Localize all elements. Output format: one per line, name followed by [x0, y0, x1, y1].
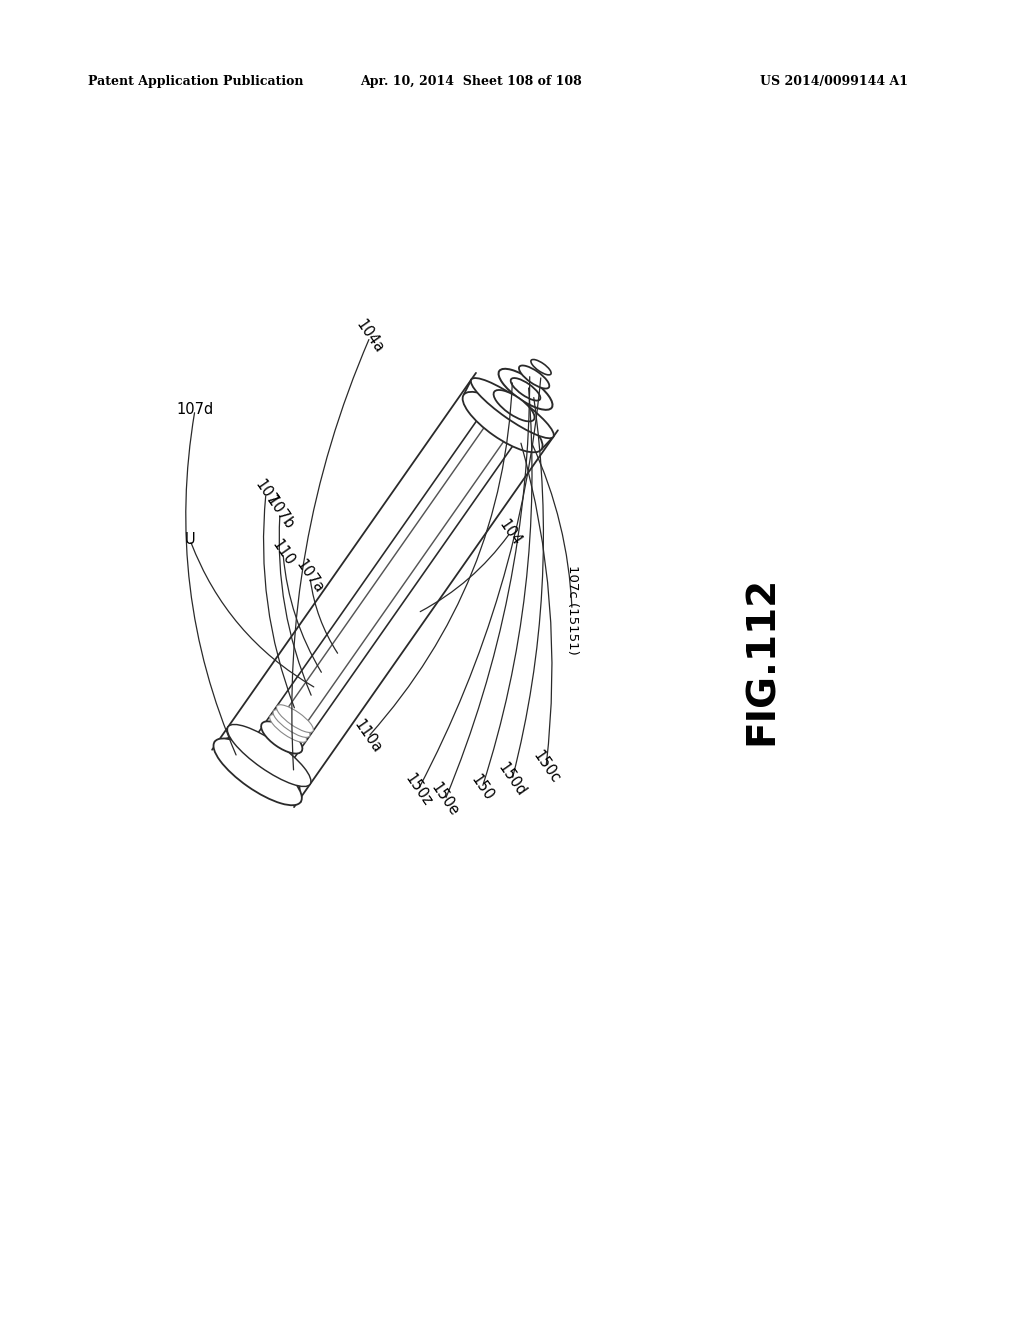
Text: 107c (15151): 107c (15151) [565, 565, 579, 655]
Text: 110a: 110a [351, 718, 385, 756]
Ellipse shape [213, 738, 302, 805]
Text: 104: 104 [496, 517, 524, 549]
Text: U: U [184, 532, 196, 548]
Ellipse shape [269, 714, 306, 742]
Text: 150e: 150e [428, 780, 462, 820]
Text: FIG.112: FIG.112 [743, 576, 781, 744]
Text: 107a: 107a [293, 557, 327, 597]
Text: 150z: 150z [401, 771, 434, 809]
Text: 150: 150 [468, 772, 497, 804]
Text: 104a: 104a [353, 318, 387, 356]
Text: 110: 110 [269, 537, 297, 569]
Ellipse shape [273, 710, 310, 738]
Text: US 2014/0099144 A1: US 2014/0099144 A1 [760, 75, 908, 88]
Ellipse shape [227, 725, 311, 787]
Text: Apr. 10, 2014  Sheet 108 of 108: Apr. 10, 2014 Sheet 108 of 108 [360, 75, 582, 88]
Ellipse shape [499, 368, 553, 409]
Ellipse shape [530, 359, 551, 375]
Text: 107: 107 [252, 478, 281, 508]
Text: 107d: 107d [176, 403, 214, 417]
Text: Patent Application Publication: Patent Application Publication [88, 75, 303, 88]
Ellipse shape [494, 389, 535, 421]
Ellipse shape [463, 392, 543, 453]
Ellipse shape [261, 721, 302, 754]
Ellipse shape [239, 733, 300, 779]
Ellipse shape [511, 378, 541, 400]
Ellipse shape [471, 378, 554, 438]
Text: 107b: 107b [263, 494, 297, 532]
Text: 150c: 150c [529, 748, 562, 785]
Ellipse shape [276, 705, 313, 733]
Text: 150d: 150d [496, 760, 528, 800]
Ellipse shape [519, 366, 549, 388]
